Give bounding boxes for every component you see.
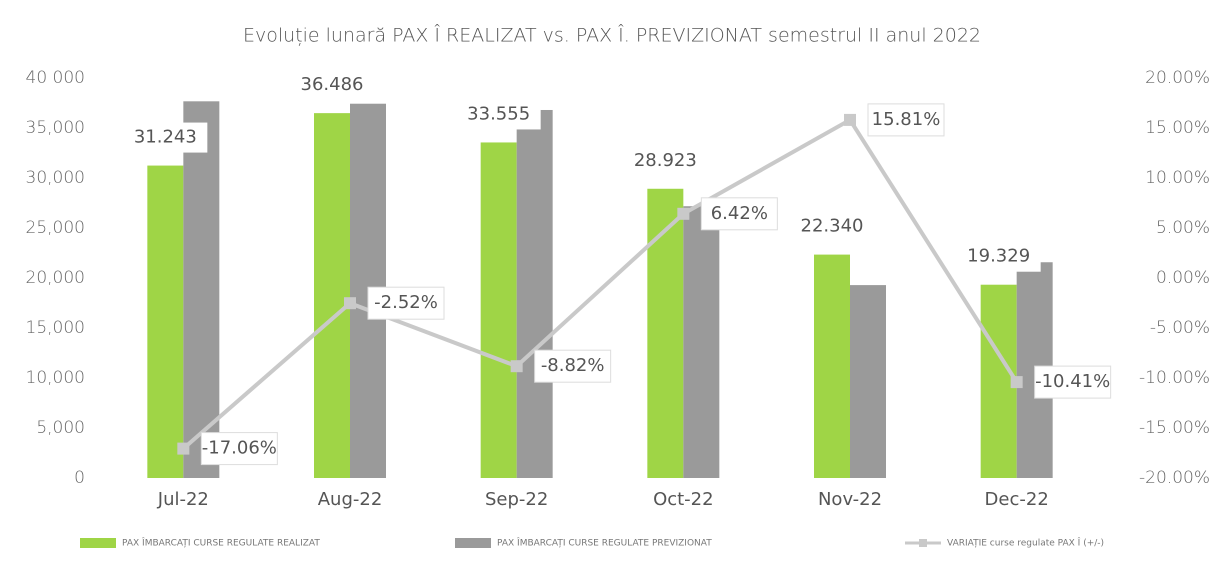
y2-tick-label: -20.00% — [1139, 468, 1210, 488]
data-label-box — [200, 432, 278, 466]
data-label-box — [700, 197, 778, 231]
y2-tick-label: -15.00% — [1139, 418, 1210, 438]
data-label: -2.52% — [374, 292, 438, 313]
chart-title: Evoluție lunară PAX Î REALIZAT vs. PAX Î… — [243, 24, 981, 47]
line — [182, 117, 1019, 451]
data-label-box — [534, 349, 612, 383]
data-label: 33.555 — [467, 103, 530, 124]
y-tick-label: 5,000 — [36, 418, 85, 438]
line-marker — [344, 297, 356, 310]
bar — [314, 113, 350, 478]
y2-tick-label: 5.00% — [1156, 218, 1210, 238]
data-label-box — [290, 70, 374, 101]
x-tick-label: Jul-22 — [157, 489, 209, 510]
y-tick-label: 40 000 — [26, 68, 85, 88]
bar — [814, 254, 850, 478]
data-label-box — [956, 241, 1041, 272]
line-marker — [510, 360, 523, 373]
data-label-box — [1034, 365, 1112, 399]
legend-swatch — [80, 538, 116, 548]
y2-tick-label: 10.00% — [1145, 168, 1210, 188]
bar — [850, 285, 886, 478]
y-tick-label: 20,000 — [26, 268, 85, 288]
y-tick-label: 10,000 — [26, 368, 85, 388]
legend-label: VARIAȚIE curse regulate PAX Î (+/-) — [947, 537, 1104, 549]
y-tick-label: 25,000 — [26, 218, 85, 238]
x-tick-label: Aug-22 — [318, 489, 383, 510]
line-marker — [677, 207, 690, 220]
y-tick-label: 35,000 — [26, 118, 85, 138]
data-label: 28.923 — [634, 150, 697, 171]
bar — [480, 142, 517, 478]
legend-swatch — [455, 538, 491, 548]
bar — [183, 101, 220, 478]
legend-label: PAX ÎMBARCAȚI CURSE REGULATE PREVIZIONAT — [497, 537, 712, 549]
data-label: 15.81% — [872, 109, 941, 130]
y2-tick-label: 0.00% — [1156, 268, 1210, 288]
bar — [516, 109, 553, 479]
data-label-box — [790, 211, 874, 242]
data-label-box — [456, 99, 541, 130]
bar — [683, 206, 720, 478]
data-label: 6.42% — [711, 203, 768, 224]
x-tick-label: Sep-22 — [485, 489, 548, 510]
legend-swatch — [919, 539, 927, 547]
y2-tick-label: 15.00% — [1145, 118, 1210, 138]
y-tick-label: 15,000 — [26, 318, 85, 338]
data-label-box — [123, 122, 208, 153]
data-label: 19.329 — [967, 246, 1030, 267]
data-label: -10.41% — [1035, 371, 1110, 392]
y-tick-label: 30,000 — [26, 168, 85, 188]
data-label-box — [367, 286, 445, 320]
x-tick-label: Nov-22 — [818, 489, 882, 510]
x-tick-label: Oct-22 — [653, 489, 714, 510]
y-tick-label: 0 — [74, 468, 85, 488]
data-label: 22.340 — [801, 216, 864, 237]
data-label: -17.06% — [202, 438, 277, 459]
data-label: 36.486 — [301, 74, 364, 95]
data-label-box — [623, 145, 708, 176]
bar — [647, 188, 684, 478]
line-marker — [177, 442, 190, 455]
line-marker — [1010, 376, 1023, 389]
x-tick-label: Dec-22 — [985, 489, 1049, 510]
line-marker — [844, 113, 856, 126]
data-label: 31.243 — [134, 127, 197, 148]
y2-tick-label: -5.00% — [1150, 318, 1210, 338]
legend-label: PAX ÎMBARCAȚI CURSE REGULATE REALIZAT — [122, 537, 320, 549]
data-label: -8.82% — [541, 355, 605, 376]
bar — [147, 165, 184, 478]
data-label-box — [867, 103, 945, 137]
y2-tick-label: 20.00% — [1145, 68, 1210, 88]
y2-tick-label: -10.00% — [1139, 368, 1210, 388]
